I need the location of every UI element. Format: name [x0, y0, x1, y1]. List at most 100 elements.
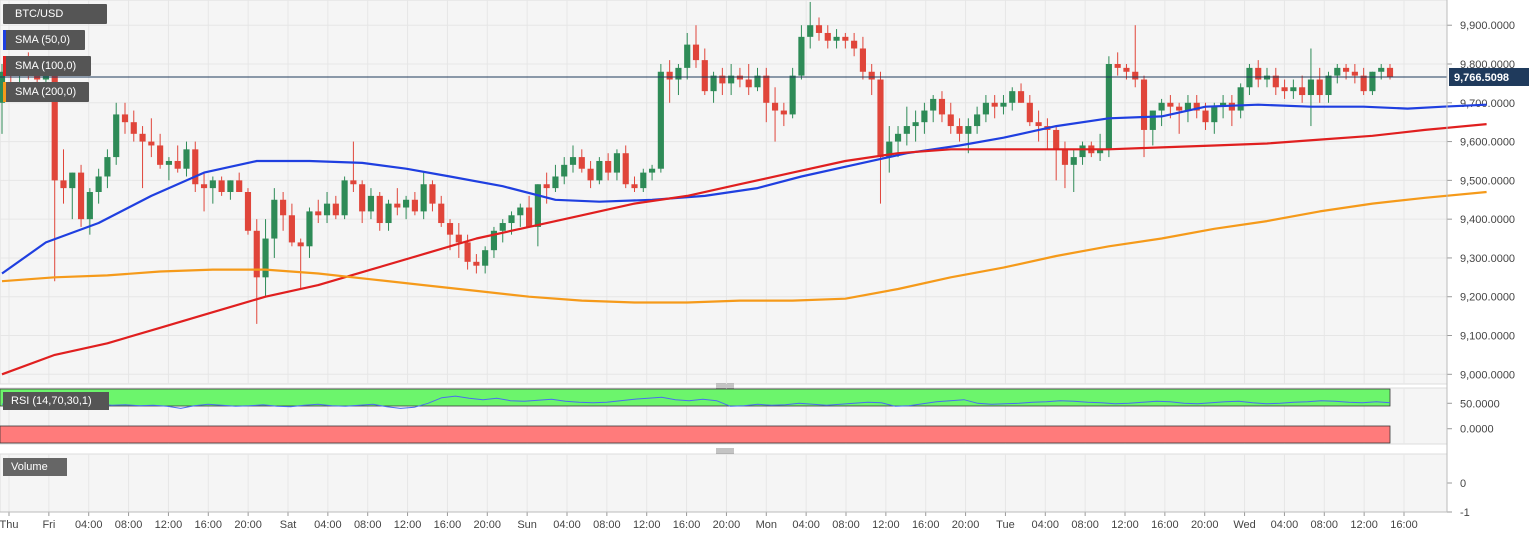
candle-body	[745, 79, 752, 88]
x-tick-label: Sat	[280, 519, 297, 531]
candle-body	[446, 223, 454, 235]
candle-body	[1325, 75, 1332, 96]
candle-body	[1307, 79, 1315, 96]
candle-body	[991, 102, 998, 107]
candle-body	[1123, 67, 1130, 72]
candle-body	[1360, 75, 1367, 92]
candle-body	[1149, 110, 1156, 130]
x-tick-label: 20:00	[474, 519, 502, 531]
candle-body	[1000, 102, 1007, 107]
candle-body	[236, 180, 243, 192]
candle-body	[1158, 102, 1165, 111]
x-tick-label: 20:00	[234, 519, 262, 531]
sma200-legend[interactable]: SMA (200,0)	[3, 82, 89, 102]
candle-body	[657, 71, 664, 169]
candle-body	[649, 168, 656, 173]
y-tick-label: 9,000.0000	[1460, 369, 1515, 381]
candle-body	[930, 98, 937, 111]
candle-body	[842, 36, 849, 41]
candle-body	[104, 157, 111, 177]
candle-body	[1176, 106, 1183, 111]
candle-body	[1009, 91, 1016, 103]
candle-body	[666, 71, 673, 80]
candle-body	[420, 184, 427, 212]
x-tick-label: Sun	[517, 519, 537, 531]
rsi-y-tick-label: 0.0000	[1460, 424, 1494, 436]
x-tick-label: Wed	[1233, 519, 1255, 531]
candle-body	[807, 25, 814, 37]
rsi-line	[1, 395, 1391, 409]
x-tick-label: 04:00	[1032, 519, 1060, 531]
candle-body	[728, 75, 735, 84]
y-tick-label: 9,500.0000	[1460, 175, 1515, 187]
candle-body	[482, 250, 489, 266]
candle-body	[1211, 106, 1218, 123]
candle-body	[596, 160, 603, 181]
candle-body	[1299, 87, 1306, 96]
candle-body	[587, 168, 594, 181]
candle-body	[824, 32, 831, 41]
x-tick-label: 12:00	[633, 519, 661, 531]
candle-body	[613, 153, 621, 173]
candle-body	[376, 195, 383, 224]
candle-body	[640, 172, 647, 189]
sma100-legend[interactable]: SMA (100,0)	[3, 56, 91, 76]
candle-body	[1035, 122, 1042, 127]
candle-body	[227, 180, 234, 192]
sma50-legend-text: SMA (50,0)	[15, 34, 71, 46]
candle-body	[982, 102, 989, 115]
candle-body	[1378, 67, 1385, 72]
candle-body	[0, 71, 6, 103]
candle-body	[675, 67, 682, 80]
candle-body	[367, 195, 375, 212]
y-tick-label: 9,900.0000	[1460, 20, 1515, 32]
x-tick-label: 04:00	[1271, 519, 1299, 531]
candle-body	[938, 98, 946, 115]
candle-body	[1167, 102, 1174, 107]
candle-body	[921, 110, 928, 123]
candle-body	[903, 126, 910, 134]
candle-body	[1237, 87, 1244, 111]
x-tick-label: Tue	[996, 519, 1015, 531]
y-tick-label: 9,100.0000	[1460, 331, 1515, 343]
candle-body	[359, 184, 366, 212]
x-tick-label: 20:00	[1191, 519, 1219, 531]
candle-body	[631, 184, 638, 189]
rsi-legend[interactable]: RSI (14,70,30,1)	[3, 392, 109, 410]
candle-body	[552, 176, 559, 189]
candle-body	[1386, 67, 1394, 77]
x-tick-label: 16:00	[1390, 519, 1418, 531]
candle-body	[692, 44, 700, 61]
candle-body	[851, 40, 858, 49]
symbol-label[interactable]: BTC/USD	[3, 4, 107, 24]
sma50-legend[interactable]: SMA (50,0)	[3, 30, 85, 50]
candle-body	[1334, 67, 1341, 76]
candle-body	[1202, 110, 1209, 123]
candle-body	[244, 192, 252, 231]
candle-body	[956, 126, 963, 134]
volume-legend[interactable]: Volume	[3, 458, 67, 476]
candle-body	[868, 71, 875, 80]
x-tick-label: 08:00	[593, 519, 621, 531]
x-tick-label: 04:00	[75, 519, 103, 531]
volume-y-tick-label: -1	[1460, 507, 1470, 519]
candle-body	[534, 184, 541, 227]
candle-body	[1132, 71, 1139, 80]
candle-body	[886, 141, 893, 158]
x-tick-label: Mon	[756, 519, 777, 531]
candle-body	[51, 75, 58, 181]
sma50-line	[1, 103, 1487, 275]
candle-body	[947, 114, 954, 127]
x-tick-label: 04:00	[792, 519, 820, 531]
current-price-tag	[1449, 67, 1529, 86]
candle-body	[1281, 87, 1288, 92]
x-tick-label: 12:00	[155, 519, 183, 531]
candle-body	[315, 211, 322, 216]
x-tick-label: 08:00	[115, 519, 143, 531]
candle-body	[1351, 71, 1358, 76]
y-tick-label: 9,400.0000	[1460, 214, 1515, 226]
candle-body	[297, 242, 304, 247]
candle-body	[1343, 67, 1350, 72]
candle-body	[965, 126, 972, 134]
